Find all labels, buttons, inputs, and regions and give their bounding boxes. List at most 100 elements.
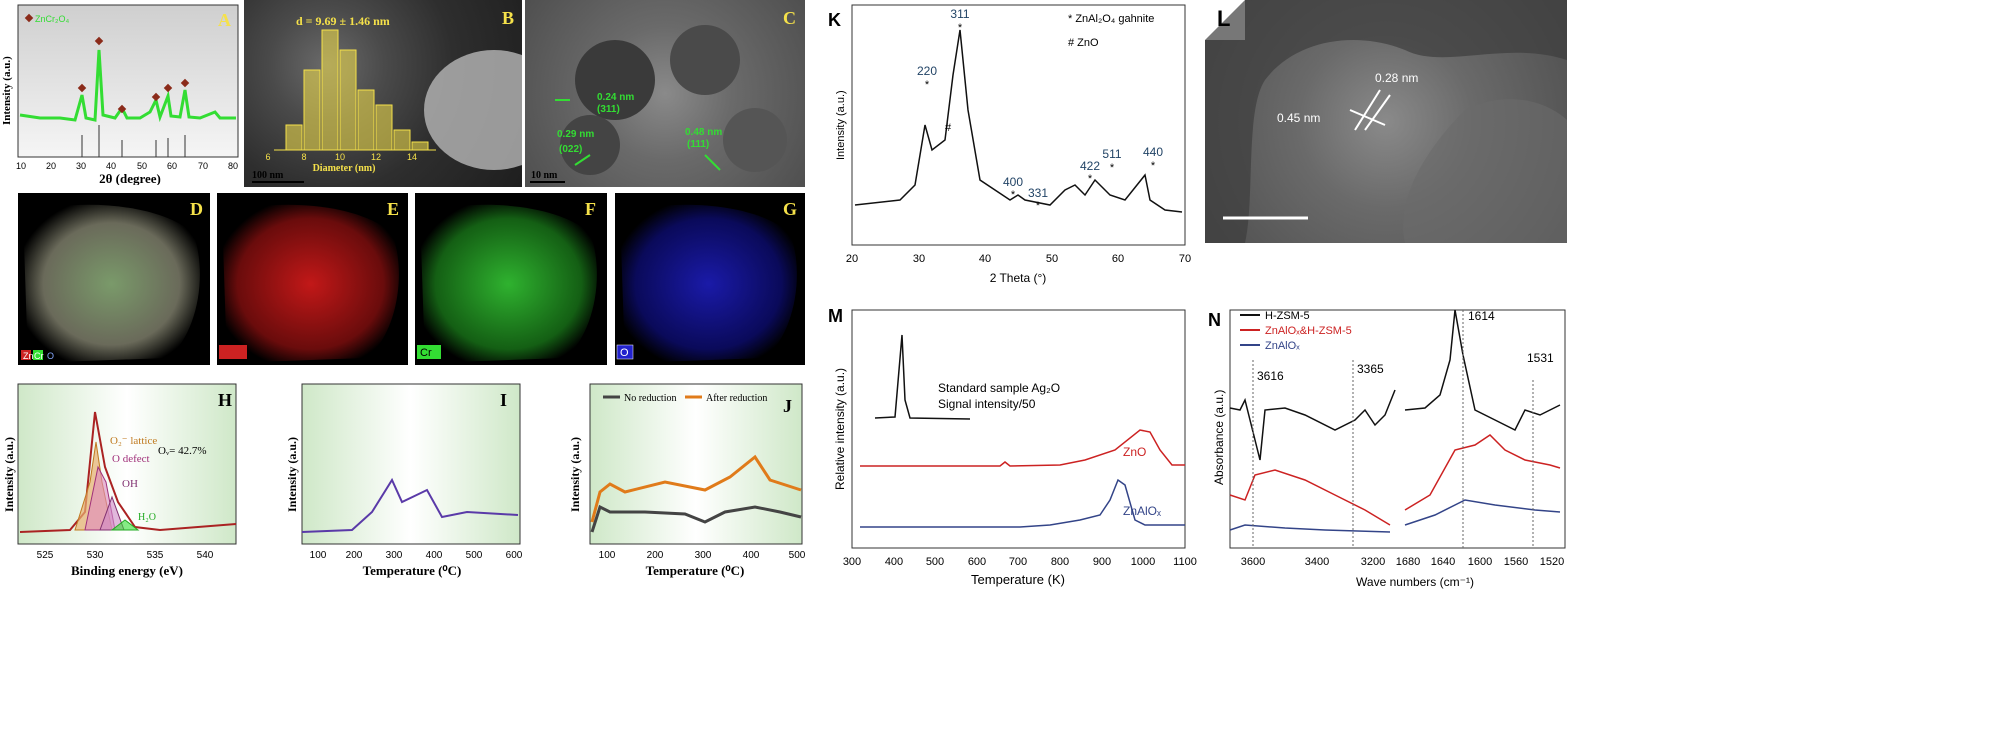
panel-a-xtick: 60 — [167, 161, 177, 171]
panel-k-peak: 422 — [1080, 159, 1100, 173]
panel-k-xtick: 60 — [1112, 253, 1124, 265]
panel-g-label: G — [783, 199, 797, 219]
panel-a-xlabel: 2θ (degree) — [99, 171, 161, 185]
panel-b-tem-image: d = 9.69 ± 1.46 nm 6 8 10 12 14 Diameter… — [244, 0, 522, 187]
panel-b-scale: 100 nm — [252, 170, 284, 181]
panel-n-legend-3: ZnAlOₓ — [1265, 340, 1300, 352]
panel-h-ov: Oᵥ= 42.7% — [158, 445, 207, 457]
panel-l-svg: 0.28 nm 0.45 nm — [1205, 0, 1567, 243]
panel-n-xtick: 3200 — [1361, 556, 1385, 568]
panel-k-svg: 220 311 400 331 422 511 440 * * * * * * * # * Z… — [828, 4, 1191, 285]
panel-b-xlabel: Diameter (nm) — [313, 163, 376, 174]
panel-d-o-tag: O — [47, 351, 54, 361]
panel-c-d3: 0.48 nm — [685, 127, 722, 138]
panel-f-tag: Cr — [420, 347, 432, 359]
panel-j-legend-1: No reduction — [624, 393, 677, 404]
panel-a-pattern-line — [19, 49, 236, 123]
panel-g-tag: O — [620, 347, 629, 359]
panel-l-d2: 0.45 nm — [1277, 111, 1320, 125]
panel-n-label: N — [1208, 310, 1221, 330]
panel-e-svg: Zn E — [219, 199, 399, 363]
panel-k-label: K — [828, 10, 841, 30]
svg-text:#: # — [945, 122, 952, 134]
svg-text:*: * — [958, 22, 963, 34]
panel-n-svg: H-ZSM-5 ZnAlOₓ&H-ZSM-5 ZnAlOₓ 1614 3616 … — [1208, 309, 1566, 589]
panel-k-xtick: 50 — [1046, 253, 1058, 265]
panel-a-xtick: 70 — [198, 161, 208, 171]
panel-c-d3b: (111) — [687, 139, 709, 150]
panel-m-tpd-chart: Standard sample Ag₂O Signal intensity/50… — [820, 300, 1200, 748]
panel-j-legend-2: After reduction — [706, 393, 767, 404]
panel-h-defect: O defect — [112, 453, 150, 465]
panel-n-ylabel: Absorbance (a.u.) — [1212, 390, 1226, 485]
panel-i-xlabel: Temperature (⁰C) — [363, 563, 462, 578]
panel-m-ylabel: Relative intensity (a.u.) — [833, 368, 847, 490]
panel-e-label: E — [387, 199, 399, 219]
panel-i-xtick: 100 — [310, 550, 327, 561]
panel-m-xtick: 500 — [926, 556, 944, 568]
panel-b-xtick: 10 — [335, 152, 345, 162]
panel-j-svg: No reduction After reduction J Intensity… — [568, 383, 806, 578]
panel-n-peak-1531: 1531 — [1527, 351, 1554, 365]
panel-i-label: I — [500, 390, 507, 410]
panel-k-peak: 220 — [917, 64, 937, 78]
panel-m-xtick: 300 — [843, 556, 861, 568]
panel-h-oh: OH — [122, 478, 138, 490]
panel-h-lattice: O₂⁻ lattice — [110, 435, 157, 447]
panel-j-xlabel: Temperature (⁰C) — [646, 563, 745, 578]
panel-n-xlabel: Wave numbers (cm⁻¹) — [1356, 575, 1474, 589]
panel-h-xps-chart: Oᵥ= 42.7% O₂⁻ lattice O defect OH H₂O H … — [0, 372, 240, 748]
panel-j-xtick: 400 — [743, 550, 760, 561]
panel-d-cr-tag: Cr — [34, 351, 44, 361]
panel-h-ylabel: Intensity (a.u.) — [2, 437, 16, 512]
panel-k-xtick: 70 — [1179, 253, 1191, 265]
panel-k-ylabel: Intensity (a.u.) — [835, 90, 847, 160]
panel-g-o-map: O G — [615, 193, 805, 365]
panel-k-peak: 311 — [950, 7, 969, 21]
panel-h-xtick: 540 — [197, 550, 214, 561]
panel-m-xlabel: Temperature (K) — [971, 572, 1065, 587]
panel-c-svg: 0.24 nm (311) 0.29 nm (022) 0.48 nm (111… — [530, 8, 796, 183]
panel-n-peak-3616: 3616 — [1257, 369, 1284, 383]
panel-b-svg: d = 9.69 ± 1.46 nm 6 8 10 12 14 Diameter… — [252, 8, 522, 183]
panel-d-zn-tag: Zn — [23, 351, 34, 361]
panel-c-label: C — [783, 8, 796, 28]
panel-l-hrtem-image: 0.28 nm 0.45 nm L — [1205, 0, 1567, 243]
panel-m-xtick: 600 — [968, 556, 986, 568]
panel-m-series-znalox: ZnAlOₓ — [1123, 504, 1161, 518]
panel-c-scale: 10 nm — [531, 170, 558, 181]
panel-n-xtick: 1560 — [1504, 556, 1528, 568]
panel-a-xtick: 40 — [106, 161, 116, 171]
panel-i-xtick: 600 — [506, 550, 523, 561]
panel-b-xtick: 6 — [265, 152, 270, 162]
panel-h-h2o: H₂O — [138, 512, 156, 523]
panel-i-xtick: 200 — [346, 550, 363, 561]
panel-j-xtick: 300 — [695, 550, 712, 561]
panel-c-hrtem-image: 0.24 nm (311) 0.29 nm (022) 0.48 nm (111… — [525, 0, 805, 187]
panel-e-zn-map: Zn E — [217, 193, 408, 365]
panel-h-svg: Oᵥ= 42.7% O₂⁻ lattice O defect OH H₂O H … — [2, 383, 237, 578]
svg-text:*: * — [1110, 162, 1115, 174]
panel-h-xtick: 525 — [37, 550, 54, 561]
panel-a-xrd-chart: ZnCr₂O₄ A Intensity (a.u.) 10 20 30 40 5… — [0, 0, 240, 185]
panel-c-d2: 0.29 nm — [557, 129, 594, 140]
panel-j-tpd-chart: No reduction After reduction J Intensity… — [565, 372, 810, 748]
panel-k-xrd-chart: 220 311 400 331 422 511 440 * * * * * * * # * Z… — [820, 0, 1200, 300]
panel-a-label: A — [218, 10, 231, 30]
panel-n-xtick: 1680 — [1396, 556, 1420, 568]
panel-i-xtick: 500 — [466, 550, 483, 561]
panel-j-xtick: 500 — [789, 550, 806, 561]
svg-text:*: * — [1036, 200, 1041, 212]
panel-b-label: B — [502, 8, 514, 28]
panel-k-legend-2: # ZnO — [1068, 37, 1099, 49]
panel-h-xlabel: Binding energy (eV) — [71, 563, 183, 578]
panel-l-label: L — [1217, 6, 1231, 31]
panel-f-svg: Cr F — [417, 199, 597, 363]
panel-m-xtick: 700 — [1009, 556, 1027, 568]
panel-c-d2b: (022) — [559, 144, 582, 155]
panel-n-xtick: 3400 — [1305, 556, 1329, 568]
panel-m-series-zno: ZnO — [1123, 445, 1146, 459]
panel-n-xtick: 3600 — [1241, 556, 1265, 568]
panel-j-xtick: 100 — [599, 550, 616, 561]
panel-m-label: M — [828, 306, 843, 326]
